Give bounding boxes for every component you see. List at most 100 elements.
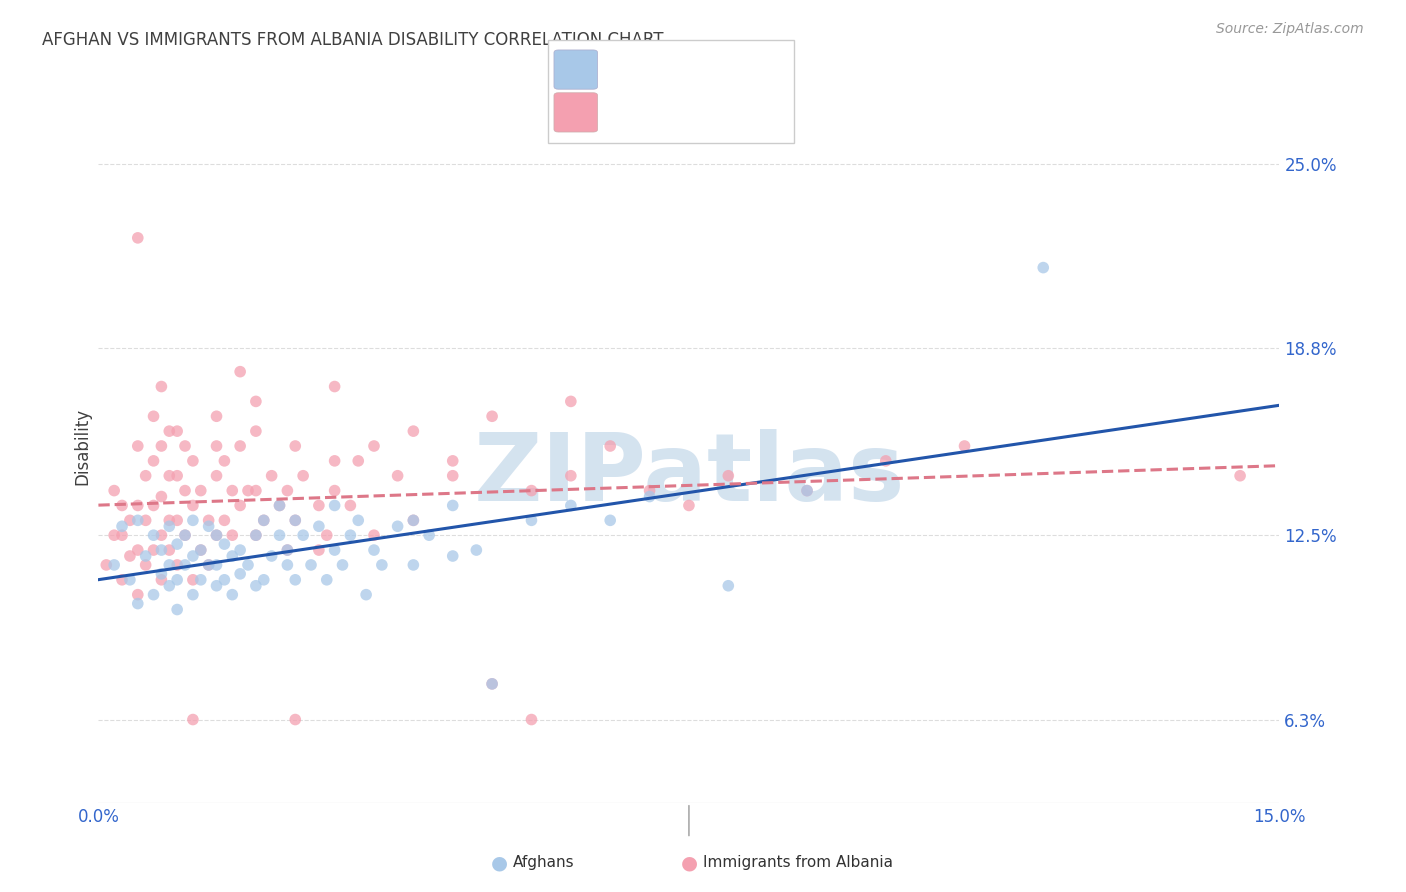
Point [205,409,228,424]
Point [520,483,543,498]
Point [190,573,212,587]
Point [796,483,818,498]
Point [135,549,157,563]
Point [599,439,621,453]
Point [292,468,315,483]
Point [315,528,337,542]
Point [214,454,236,468]
Point [127,597,149,611]
Point [236,558,259,572]
Point [181,499,204,513]
Text: Source: ZipAtlas.com: Source: ZipAtlas.com [1216,22,1364,37]
Point [253,573,276,587]
Point [284,573,307,587]
Point [111,499,134,513]
Point [599,513,621,527]
Point [157,513,180,527]
Point [402,424,425,438]
Point [174,483,197,498]
Text: ●: ● [681,853,697,872]
Point [205,528,228,542]
Point [135,468,157,483]
Point [166,513,188,527]
Point [1229,468,1251,483]
Point [276,543,298,558]
Point [402,513,425,527]
Point [157,468,180,483]
Point [441,499,464,513]
Point [481,677,503,691]
Point [157,424,180,438]
Point [142,528,165,542]
Point [181,573,204,587]
Point [174,528,197,542]
Point [520,713,543,727]
Point [142,409,165,424]
Y-axis label: Disability: Disability [73,408,91,484]
Point [363,528,385,542]
Point [150,573,173,587]
Text: N =: N = [700,58,737,76]
Point [142,499,165,513]
Point [135,513,157,527]
Point [181,713,204,727]
Point [481,677,503,691]
Text: R =: R = [605,103,641,120]
Point [166,424,188,438]
Point [260,468,283,483]
Point [315,573,337,587]
Point [150,490,173,504]
Point [197,519,219,533]
Point [560,468,582,483]
Point [150,543,173,558]
Point [205,558,228,572]
Point [190,543,212,558]
Point [292,528,315,542]
Point [276,543,298,558]
Point [157,519,180,533]
Point [1032,260,1054,275]
Point [236,483,259,498]
Point [796,483,818,498]
Point [157,579,180,593]
Point [253,513,276,527]
Point [276,483,298,498]
Point [142,543,165,558]
Text: 0.192: 0.192 [647,103,699,120]
Point [127,439,149,453]
Point [111,519,134,533]
Point [181,454,204,468]
Point [214,513,236,527]
Point [481,409,503,424]
Point [214,573,236,587]
Point [166,558,188,572]
Point [678,499,700,513]
Point [441,454,464,468]
Point [197,558,219,572]
Point [197,558,219,572]
Point [174,528,197,542]
Point [166,602,188,616]
Point [245,528,267,542]
Point [441,549,464,563]
Point [205,439,228,453]
Point [269,499,291,513]
Point [363,439,385,453]
Point [253,513,276,527]
Point [221,588,243,602]
Point [205,468,228,483]
Point [638,490,661,504]
Text: 73: 73 [742,58,766,76]
Text: AFGHAN VS IMMIGRANTS FROM ALBANIA DISABILITY CORRELATION CHART: AFGHAN VS IMMIGRANTS FROM ALBANIA DISABI… [42,31,664,49]
Point [418,528,440,542]
Point [150,439,173,453]
Text: 0.257: 0.257 [647,58,699,76]
Point [127,543,149,558]
Point [166,468,188,483]
Point [875,454,897,468]
Point [638,483,661,498]
Text: R =: R = [605,58,641,76]
Point [245,424,267,438]
Point [269,499,291,513]
Point [354,588,377,602]
